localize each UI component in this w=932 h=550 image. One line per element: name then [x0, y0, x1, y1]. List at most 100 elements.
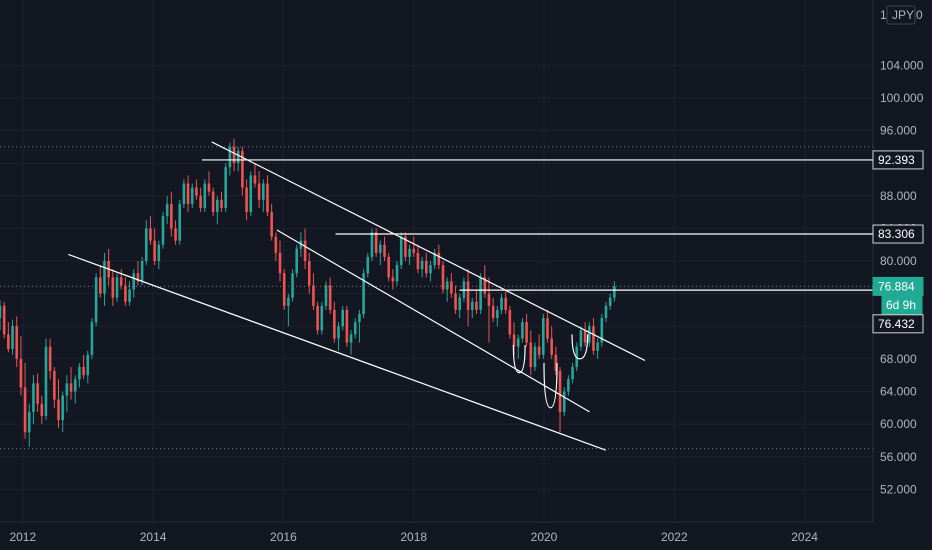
candle-body	[583, 330, 587, 343]
candle-body	[579, 330, 583, 347]
candle-body	[324, 285, 328, 306]
candle-body	[399, 236, 403, 266]
candle-body	[19, 358, 23, 388]
currency-badge[interactable]	[886, 5, 916, 25]
trend-line	[276, 229, 590, 413]
candle-body	[408, 248, 411, 257]
candle-body	[57, 399, 60, 421]
candle-body	[412, 248, 416, 253]
candle-body	[44, 346, 48, 416]
candle-body	[157, 244, 161, 261]
candle-body	[512, 334, 516, 347]
candle-body	[416, 252, 420, 270]
candle-body	[500, 297, 503, 310]
candle-body	[303, 240, 307, 261]
candle-body	[604, 305, 608, 319]
candle-body	[111, 277, 115, 298]
price-tick-label: 68.000	[880, 352, 917, 366]
candle-body	[140, 261, 144, 282]
price-tag-label: 83.306	[878, 227, 915, 241]
candle-body	[299, 240, 303, 249]
candle-body	[291, 273, 294, 298]
price-tag-box	[872, 314, 924, 334]
price-tag-box	[872, 224, 924, 244]
candle-body	[282, 273, 286, 306]
candle-body	[86, 354, 90, 376]
candle-body	[287, 297, 290, 306]
candle-body	[328, 285, 332, 310]
candle-body	[546, 318, 549, 339]
price-tags: 92.393 83.306 76.884 6d 9h 76.432	[872, 150, 924, 334]
candle-body	[94, 277, 98, 323]
candle-body	[32, 383, 35, 412]
candle-body	[533, 346, 537, 368]
candle-body	[65, 383, 69, 396]
candle-body	[516, 338, 520, 347]
candle-body	[558, 371, 562, 412]
candle-body	[491, 305, 495, 319]
candle-body	[253, 175, 257, 184]
candle-body	[99, 277, 102, 294]
candle-body	[178, 203, 182, 241]
candle-body	[370, 232, 374, 257]
candle-body	[2, 305, 6, 335]
time-axis[interactable]: 2012 2014 2016 2018 2020 2022 2024	[9, 530, 818, 544]
candle-body	[320, 305, 324, 331]
candle-body	[550, 338, 553, 355]
candle-body	[445, 281, 449, 290]
candle-body	[15, 326, 19, 359]
time-tick-label: 2016	[270, 530, 297, 544]
candle-body	[266, 183, 269, 213]
candle-body	[312, 285, 315, 306]
candle-body	[144, 228, 148, 261]
price-tag-label: 76.432	[878, 317, 915, 331]
candle-body	[437, 252, 441, 266]
candle-body	[353, 322, 357, 335]
candle-body	[103, 261, 106, 294]
candle-body	[132, 273, 136, 290]
scale-top-label: 1	[880, 8, 887, 22]
candle-body	[600, 318, 604, 343]
candle-body	[153, 240, 156, 261]
time-tick-label: 2014	[140, 530, 167, 544]
candle-body	[470, 301, 474, 310]
candle-body	[404, 236, 407, 257]
candle-body	[554, 354, 558, 372]
candle-body	[358, 314, 361, 323]
candle-body	[61, 395, 64, 421]
candle-body	[433, 252, 436, 266]
price-tag-box	[881, 295, 923, 315]
time-tick-label: 2024	[791, 530, 818, 544]
candle-body	[149, 228, 152, 241]
candle-body	[366, 256, 370, 274]
candle-body	[587, 326, 591, 343]
trend-line	[68, 253, 607, 451]
candle-body	[124, 285, 127, 302]
cup-pattern-curve	[543, 362, 558, 409]
candle-body	[40, 403, 44, 416]
price-tick-label: 96.000	[880, 124, 917, 138]
candle-body	[504, 297, 507, 310]
scale-header: 1 JPY 0	[880, 5, 923, 25]
candle-body	[48, 346, 52, 372]
candle-body	[128, 289, 131, 302]
drawings	[68, 141, 873, 451]
candle-body	[420, 261, 424, 270]
candles	[0, 138, 616, 447]
candle-body	[487, 293, 491, 306]
candle-body	[466, 281, 470, 310]
candle-body	[316, 305, 319, 331]
candle-body	[562, 391, 566, 412]
price-tick-label: 64.000	[880, 385, 917, 399]
dotted-levels	[0, 146, 873, 450]
candle-body	[78, 367, 81, 380]
candle-body	[186, 183, 190, 204]
price-tick-label: 88.000	[880, 189, 917, 203]
candle-body	[341, 309, 344, 327]
candle-body	[90, 322, 94, 355]
candle-body	[0, 305, 2, 319]
candle-body	[525, 322, 528, 343]
price-tag-box	[872, 150, 924, 170]
